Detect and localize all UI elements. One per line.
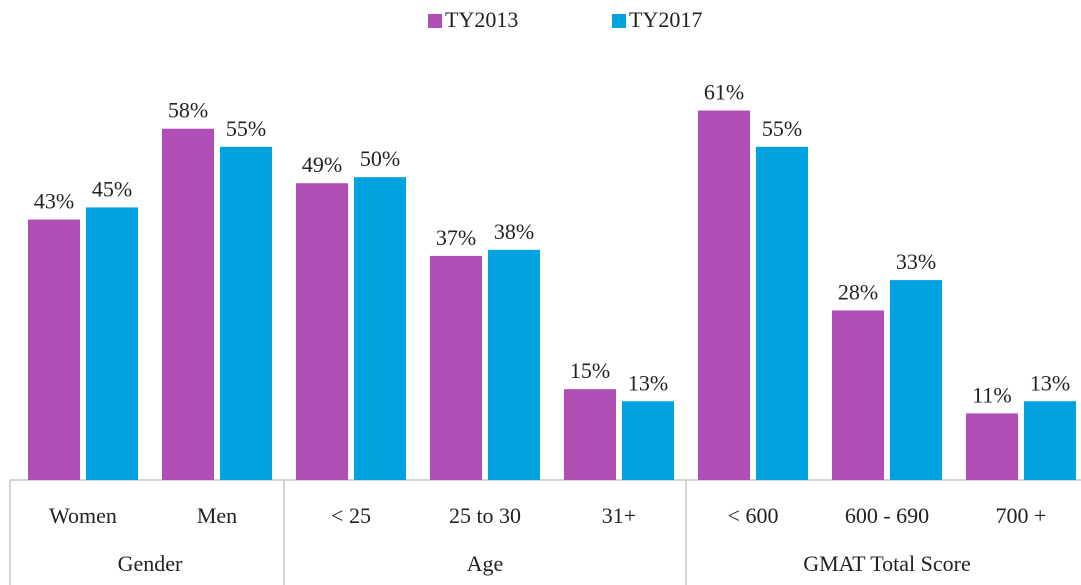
group-label: GMAT Total Score: [803, 551, 971, 576]
bar: [220, 146, 272, 480]
data-label: 15%: [570, 358, 610, 383]
data-label: 28%: [838, 279, 878, 304]
bar: [162, 128, 214, 480]
bar: [832, 310, 884, 480]
data-label: 37%: [436, 225, 476, 250]
bar: [966, 413, 1018, 480]
group-label: Age: [467, 551, 504, 576]
x-tick-label: 25 to 30: [449, 503, 521, 528]
data-label: 50%: [360, 146, 400, 171]
x-tick-label: 600 - 690: [845, 503, 929, 528]
bar: [1024, 401, 1076, 480]
legend-label: TY2013: [445, 7, 518, 32]
x-tick-label: Women: [49, 503, 117, 528]
data-label: 55%: [762, 116, 802, 141]
x-tick-label: Men: [197, 503, 237, 528]
bar: [488, 249, 540, 480]
data-label: 38%: [494, 219, 534, 244]
data-label: 13%: [628, 370, 668, 395]
bar: [756, 146, 808, 480]
x-tick-label: 31+: [602, 503, 636, 528]
data-label: 55%: [226, 116, 266, 141]
data-label: 58%: [168, 98, 208, 123]
data-label: 11%: [972, 382, 1012, 407]
x-tick-label: < 25: [331, 503, 371, 528]
bar: [622, 401, 674, 480]
legend-swatch: [428, 14, 442, 28]
bar: [698, 110, 750, 480]
data-label: 45%: [92, 176, 132, 201]
bar: [430, 255, 482, 480]
data-label: 33%: [896, 249, 936, 274]
bar: [564, 389, 616, 480]
group-label: Gender: [118, 551, 183, 576]
x-tick-label: 700 +: [996, 503, 1047, 528]
bar: [28, 219, 80, 481]
data-label: 43%: [34, 189, 74, 214]
bar: [890, 280, 942, 480]
bar: [354, 177, 406, 480]
x-tick-label: < 600: [728, 503, 779, 528]
data-label: 13%: [1030, 370, 1070, 395]
bar: [296, 183, 348, 480]
data-label: 49%: [302, 152, 342, 177]
data-label: 61%: [704, 80, 744, 105]
legend-swatch: [612, 14, 626, 28]
bar: [86, 207, 138, 480]
legend-label: TY2017: [629, 7, 702, 32]
